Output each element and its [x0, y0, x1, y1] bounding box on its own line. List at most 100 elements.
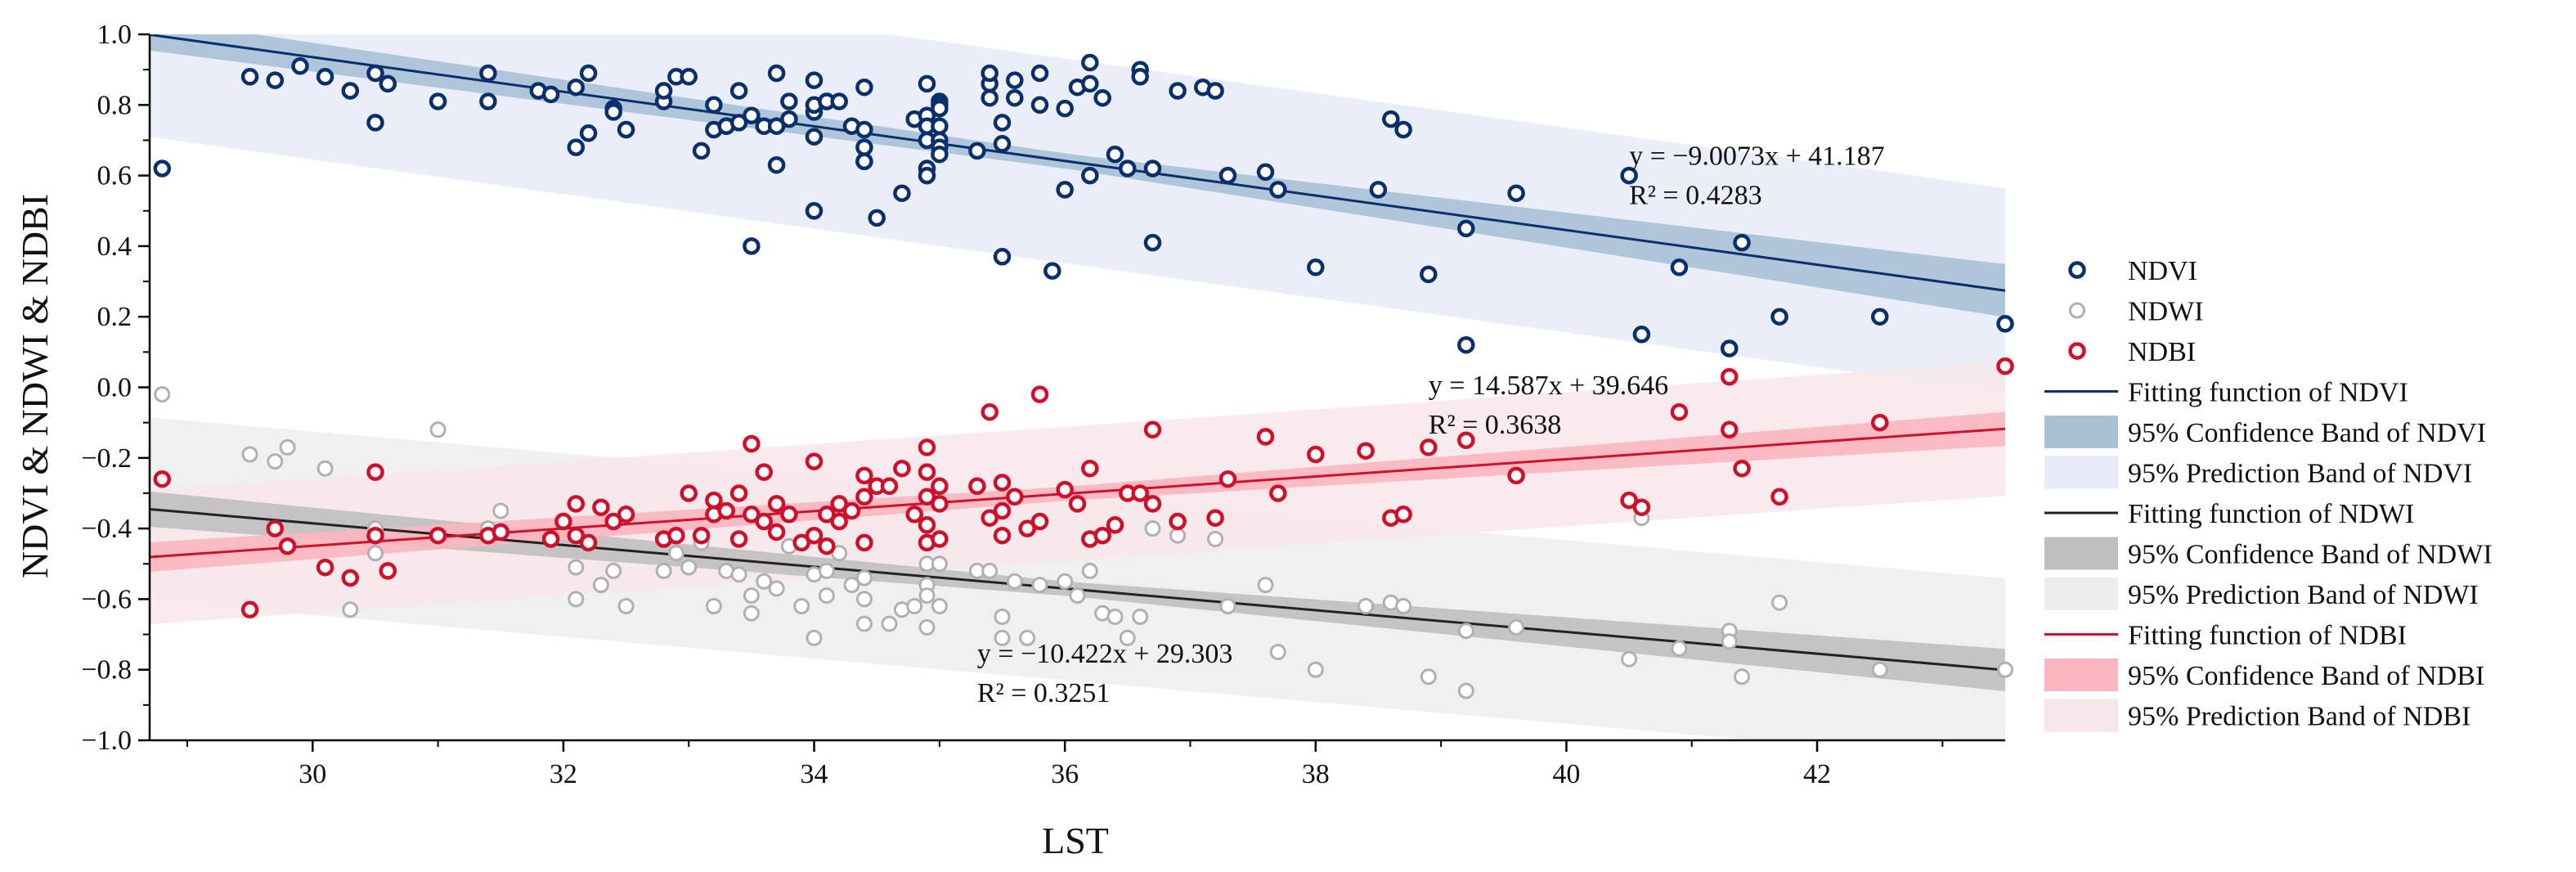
- data-point-ndwi: [241, 446, 258, 463]
- data-point-ndbi: [1006, 488, 1024, 506]
- data-point-ndwi: [1307, 661, 1324, 678]
- data-point-ndvi: [1457, 219, 1475, 238]
- data-point-ndwi: [881, 615, 898, 632]
- data-point-ndbi: [541, 530, 560, 548]
- data-point-ndvi: [981, 64, 999, 83]
- data-point-ndbi: [1081, 459, 1099, 478]
- data-point-ndbi: [855, 488, 873, 506]
- data-point-ndwi: [855, 591, 873, 608]
- data-point-ndvi: [1307, 258, 1325, 276]
- data-point-ndvi: [1870, 308, 1889, 326]
- data-point-ndwi: [1119, 629, 1136, 646]
- data-point-ndbi: [729, 530, 748, 548]
- data-point-ndbi: [667, 526, 685, 545]
- equation-annotations: y = −9.0073x + 41.187 R² = 0.4283 y = −10.…: [977, 142, 1885, 708]
- data-point-ndwi: [1771, 594, 1788, 611]
- data-point-ndbi: [1143, 420, 1162, 439]
- data-point-ndbi: [567, 526, 586, 545]
- data-point-ndvi: [805, 202, 824, 220]
- data-point-ndbi: [830, 495, 848, 513]
- data-point-ndbi: [240, 600, 259, 619]
- data-point-ndwi: [1144, 520, 1161, 537]
- points-layer: [153, 53, 2014, 699]
- data-point-ndbi: [1018, 519, 1036, 537]
- data-point-ndwi: [906, 598, 923, 614]
- data-point-ndvi: [1081, 74, 1099, 93]
- data-point-ndvi: [1081, 166, 1099, 185]
- y-axis-label: NDVI & NDWI & NDBI: [14, 194, 56, 578]
- data-point-ndvi: [541, 85, 560, 104]
- data-point-ndvi: [1996, 315, 2014, 333]
- legend-label: NDVI: [2128, 256, 2197, 286]
- data-point-ndvi: [767, 117, 786, 135]
- data-point-ndbi: [993, 474, 1012, 492]
- data-point-ndvi: [1043, 262, 1061, 280]
- data-point-ndvi: [1030, 64, 1049, 83]
- data-point-ndbi: [1307, 445, 1325, 464]
- data-point-ndwi: [267, 453, 284, 470]
- legend-marker-ndwi: [2069, 302, 2085, 319]
- data-point-ndbi: [842, 501, 861, 520]
- data-point-ndbi: [918, 516, 936, 534]
- data-point-ndvi: [1030, 96, 1049, 115]
- x-tick-label: 42: [1803, 759, 1831, 789]
- data-point-ndbi: [617, 506, 635, 524]
- data-point-ndbi: [855, 466, 873, 485]
- data-point-ndvi: [993, 114, 1012, 132]
- legend-label: 95% Confidence Band of NDWI: [2128, 540, 2493, 570]
- data-point-ndvi: [1382, 110, 1400, 128]
- data-point-ndwi: [1734, 668, 1750, 685]
- legend-label: Fitting function of NDVI: [2128, 378, 2408, 408]
- data-point-ndvi: [805, 71, 824, 89]
- data-point-ndbi: [1131, 484, 1149, 502]
- data-point-ndvi: [1256, 163, 1275, 182]
- legend-label: 95% Confidence Band of NDBI: [2128, 661, 2484, 691]
- data-point-ndwi: [793, 598, 810, 614]
- r-squared-ndbi: R² = 0.3638: [1429, 410, 1562, 440]
- equation-ndvi: y = −9.0073x + 41.187: [1629, 142, 1885, 172]
- data-point-ndvi: [479, 92, 497, 110]
- legend-swatch-conf-ndbi: [2044, 658, 2118, 691]
- data-point-ndbi: [1056, 480, 1074, 499]
- data-point-ndwi: [843, 577, 860, 594]
- data-point-ndbi: [1870, 413, 1889, 432]
- data-point-ndbi: [1068, 495, 1087, 513]
- data-point-ndwi: [730, 566, 747, 583]
- legend-swatch-pred-ndvi: [2044, 456, 2118, 489]
- data-point-ndvi: [1119, 160, 1137, 178]
- data-point-ndwi: [1081, 562, 1098, 579]
- data-point-ndbi: [1256, 428, 1275, 446]
- data-point-ndvi: [1457, 335, 1475, 354]
- data-point-ndbi: [1720, 367, 1739, 386]
- data-point-ndvi: [1620, 166, 1638, 185]
- data-point-ndwi: [492, 502, 509, 519]
- y-tick-label: 0.2: [97, 302, 132, 332]
- data-point-ndwi: [429, 421, 447, 438]
- legend-label: Fitting function of NDBI: [2128, 621, 2407, 651]
- data-point-ndvi: [567, 138, 586, 156]
- data-point-ndbi: [1106, 516, 1124, 534]
- data-point-ndwi: [279, 438, 296, 456]
- legend: NDVI NDWI NDBI Fitting function of NDVI 95% …: [2044, 256, 2493, 732]
- data-point-ndvi: [743, 106, 761, 124]
- data-point-ndwi: [1358, 598, 1375, 614]
- data-point-ndbi: [554, 512, 572, 531]
- data-point-ndbi: [491, 523, 510, 542]
- x-tick-label: 38: [1302, 759, 1330, 789]
- legend-label: NDWI: [2128, 297, 2204, 327]
- data-point-ndvi: [604, 103, 622, 121]
- y-tick-label: −0.4: [81, 514, 132, 544]
- data-point-ndbi: [755, 512, 773, 531]
- data-point-ndbi: [818, 506, 836, 524]
- data-point-ndbi: [1357, 442, 1375, 460]
- data-point-ndvi: [1670, 258, 1689, 276]
- data-point-ndvi: [1006, 71, 1024, 89]
- data-point-ndbi: [604, 512, 622, 531]
- data-point-ndbi: [278, 537, 297, 555]
- data-point-ndvi: [893, 184, 911, 202]
- legend-marker-ndbi: [2068, 342, 2086, 360]
- data-point-ndvi: [579, 124, 598, 142]
- data-point-ndvi: [729, 114, 748, 132]
- data-point-ndvi: [1006, 88, 1024, 107]
- y-tick-label: −0.2: [81, 443, 132, 474]
